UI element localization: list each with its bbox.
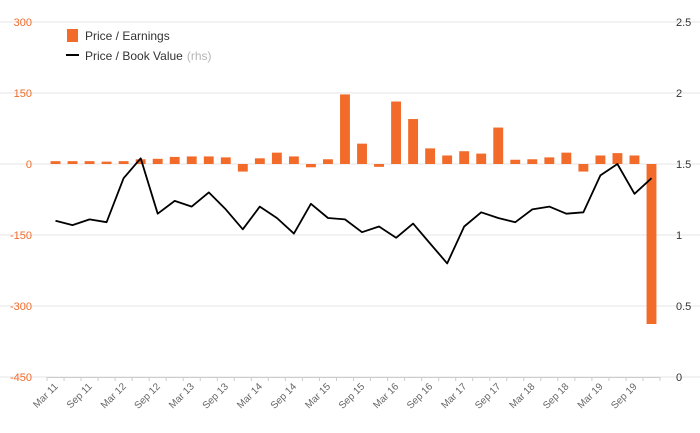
bar <box>271 152 282 164</box>
x-tick-label: Sep 19 <box>609 381 639 411</box>
bar <box>305 164 316 168</box>
bar <box>101 161 112 164</box>
legend-bar-label: Price / Earnings <box>85 29 170 43</box>
legend-line-suffix: (rhs) <box>187 49 212 63</box>
bar <box>118 161 129 164</box>
x-tick-label: Mar 16 <box>371 381 401 411</box>
y-tick-right: 0 <box>676 372 682 384</box>
x-tick-label: Sep 12 <box>133 381 163 411</box>
x-tick-label: Mar 11 <box>31 381 61 411</box>
line-path <box>55 157 653 265</box>
bar <box>510 159 521 164</box>
bar <box>646 164 657 324</box>
bar <box>408 119 419 164</box>
legend-line-text: Price / Book Value (rhs) <box>85 49 212 63</box>
y-tick-left: -450 <box>10 372 32 384</box>
legend-bar-swatch <box>67 29 78 42</box>
y-tick-right: 1 <box>676 230 682 242</box>
legend-line-label: Price / Book Value <box>85 49 183 63</box>
y-tick-left: 150 <box>14 88 32 100</box>
y-tick-left: 0 <box>26 159 32 171</box>
bar <box>84 161 95 164</box>
x-tick-label: Mar 14 <box>235 381 265 411</box>
x-tick-label: Mar 17 <box>440 381 470 411</box>
bar <box>374 164 384 167</box>
x-tick-label: Mar 19 <box>576 381 606 411</box>
x-tick-label: Mar 12 <box>99 381 129 411</box>
bar <box>391 101 402 164</box>
bar <box>340 94 350 164</box>
bar <box>288 156 299 164</box>
bar <box>357 143 367 164</box>
bar <box>595 155 606 164</box>
y-tick-left: 300 <box>14 17 32 29</box>
x-tick-label: Sep 18 <box>541 381 571 411</box>
bar <box>254 158 265 164</box>
x-tick-label: Sep 16 <box>405 381 435 411</box>
bar <box>544 157 555 164</box>
gridlines <box>0 21 700 378</box>
bar <box>50 161 61 164</box>
y-tick-left: -150 <box>10 230 32 242</box>
bar <box>237 164 248 172</box>
bar <box>442 155 453 164</box>
y-tick-right: 2.5 <box>676 17 691 29</box>
line-series-price-book <box>55 157 653 265</box>
bar <box>612 153 623 164</box>
x-tick-label: Mar 15 <box>303 381 333 411</box>
x-tick-label: Sep 13 <box>201 381 231 411</box>
legend: Price / Earnings Price / Book Value (rhs) <box>66 29 212 63</box>
x-tick-label: Mar 13 <box>167 381 197 411</box>
bar <box>220 157 231 164</box>
bar <box>459 151 470 164</box>
bar <box>578 164 589 172</box>
bar-series-price-earnings <box>50 94 657 324</box>
bar <box>476 153 487 164</box>
y-tick-right: 0.5 <box>676 301 691 313</box>
bar <box>323 159 333 164</box>
bar <box>152 158 163 164</box>
bar <box>527 159 538 164</box>
x-tick-label: Mar 18 <box>508 381 538 411</box>
bar <box>561 152 572 164</box>
y-tick-right: 2 <box>676 88 682 100</box>
x-tick-label: Sep 14 <box>269 381 299 411</box>
bar <box>169 156 180 164</box>
bar <box>203 156 214 164</box>
x-tick-label: Sep 17 <box>473 381 503 411</box>
x-tick-label: Sep 15 <box>337 381 367 411</box>
x-tick-label: Sep 11 <box>65 381 95 411</box>
y-tick-right: 1.5 <box>676 159 691 171</box>
y-tick-left: -300 <box>10 301 32 313</box>
bar <box>67 161 78 164</box>
bar <box>186 156 197 164</box>
bar <box>135 159 146 164</box>
bar <box>493 127 504 164</box>
bar <box>425 148 436 164</box>
bar <box>629 155 640 164</box>
